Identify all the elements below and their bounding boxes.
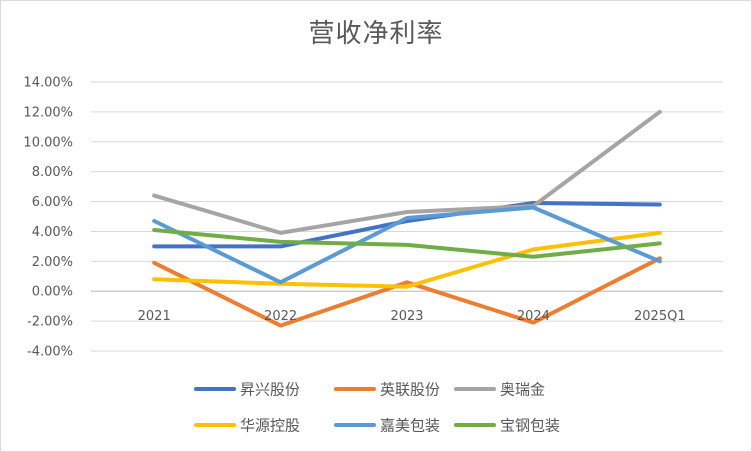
legend-label: 宝钢包装 [500, 417, 560, 435]
y-tick-label: -2.00% [27, 315, 73, 330]
x-tick-label: 2022 [264, 309, 297, 324]
legend-label: 昇兴股份 [240, 381, 300, 399]
series-line [152, 230, 662, 289]
y-tick-label: 8.00% [32, 165, 73, 180]
y-tick-label: 6.00% [32, 195, 73, 210]
y-tick-label: 14.00% [23, 76, 73, 91]
y-tick-label: 4.00% [32, 225, 73, 240]
series-line [152, 228, 662, 259]
series-line [152, 256, 662, 328]
series-line [152, 201, 662, 249]
y-tick-label: 2.00% [32, 255, 73, 270]
y-tick-label: 12.00% [23, 105, 73, 120]
legend-label: 嘉美包装 [380, 417, 440, 435]
legend-label: 华源控股 [240, 417, 300, 435]
chart-title: 营收净利率 [308, 19, 444, 49]
x-tick-label: 2025Q1 [634, 309, 686, 324]
x-tick-label: 2021 [138, 309, 171, 324]
y-tick-label: 10.00% [23, 135, 73, 150]
legend-label: 奥瑞金 [500, 381, 545, 399]
x-tick-label: 2023 [390, 309, 423, 324]
legend-label: 英联股份 [380, 381, 440, 399]
x-tick-label: 2024 [517, 309, 550, 324]
y-tick-label: -4.00% [27, 345, 73, 360]
y-tick-label: 0.00% [32, 285, 73, 300]
series-line [152, 205, 662, 285]
series-line [152, 109, 662, 235]
